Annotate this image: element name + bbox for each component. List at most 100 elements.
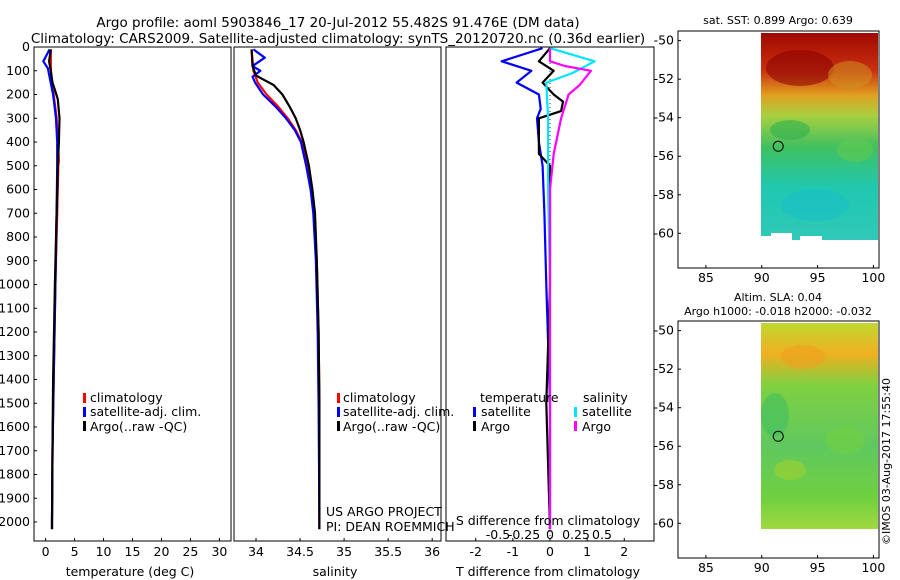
sst-map-title: sat. SST: 0.899 Argo: 0.639 — [703, 14, 853, 27]
depth-tick-label: 600 — [6, 182, 30, 197]
s-difference-tick-label: -0.25 — [508, 527, 540, 542]
x-tick-label: 30 — [211, 544, 227, 559]
salinity-panel-frame — [233, 46, 442, 542]
depth-tick-label: 100 — [6, 63, 30, 78]
legend-swatch-argo — [83, 421, 86, 431]
temperature-legend: climatology satellite-adj. clim. Argo(..… — [83, 390, 201, 434]
x-tick-label: 20 — [154, 544, 170, 559]
series-line-argo-raw-qc — [47, 49, 61, 530]
sla-high-patch — [781, 345, 825, 369]
map-x-tick-label: 85 — [698, 560, 714, 575]
s-difference-tick-label: 0 — [546, 527, 554, 542]
legend-swatch-sal-satellite — [574, 407, 577, 417]
x-tick-label: 5 — [71, 544, 79, 559]
sst-cold-patch — [781, 189, 849, 221]
depth-tick-label: 700 — [6, 205, 30, 220]
x-tick-label: 15 — [125, 544, 141, 559]
legend-swatch-sal-argo — [574, 421, 577, 431]
difference-series — [500, 47, 596, 530]
x-tick-label: 34 — [248, 544, 264, 559]
depth-tick-label: 1600 — [0, 419, 30, 434]
sla-map-axes: 85 90 95 100 -50 -52 -54 -56 -58 -60 — [654, 323, 886, 575]
project-annotation: US ARGO PROJECT — [326, 504, 442, 519]
depth-tick-label: 1100 — [0, 300, 30, 315]
legend-label-temp-satellite: satellite — [481, 404, 531, 419]
x-tick-label: 25 — [182, 544, 198, 559]
map-y-tick-label: -60 — [654, 515, 674, 530]
sst-warm-patch — [828, 61, 872, 89]
sst-profile-marker — [772, 140, 784, 152]
legend-swatch-climatology — [337, 393, 340, 403]
t-difference-x-axis: -2 -1 0 1 2 — [469, 538, 628, 559]
map-x-tick-label: 90 — [754, 270, 770, 285]
depth-tick-label: 800 — [6, 229, 30, 244]
x-tick-label: -1 — [507, 544, 519, 559]
t-difference-xlabel: T difference from climatology — [455, 564, 641, 579]
map-y-tick-label: -56 — [654, 148, 674, 163]
temperature-series — [42, 48, 61, 530]
legend-title-salinity: salinity — [583, 390, 628, 405]
depth-tick-label: 0 — [22, 39, 30, 54]
header-line-2: Climatology: CARS2009. Satellite-adjuste… — [31, 31, 645, 47]
map-y-tick-label: -50 — [654, 33, 674, 48]
salinity-x-axis: 34 34.5 35 35.5 36 — [248, 538, 440, 559]
depth-tick-label: 1200 — [0, 324, 30, 339]
map-y-tick-label: -54 — [654, 110, 674, 125]
series-line-climatology — [250, 49, 321, 530]
sst-warm-patch — [766, 50, 834, 86]
legend-title-temperature: temperature — [480, 390, 559, 405]
depth-tick-label: 1000 — [0, 277, 30, 292]
map-x-tick-label: 100 — [861, 560, 885, 575]
depth-tick-label: 1900 — [0, 490, 30, 505]
salinity-series — [250, 48, 321, 530]
depth-tick-label: 300 — [6, 110, 30, 125]
x-tick-label: -2 — [469, 544, 481, 559]
x-tick-label: 34.5 — [286, 544, 314, 559]
legend-label-sal-satellite: satellite — [582, 404, 632, 419]
temperature-xlabel: temperature (deg C) — [66, 564, 195, 579]
sla-map-title-2: Argo h1000: -0.018 h2000: -0.032 — [684, 305, 872, 318]
map-y-tick-label: -60 — [654, 225, 674, 240]
s-difference-tick-label: 0.25 — [562, 527, 590, 542]
sst-mid-patch — [837, 138, 873, 162]
map-x-tick-label: 95 — [810, 560, 826, 575]
legend-swatch-satellite — [83, 407, 86, 417]
sst-map-field — [761, 33, 878, 240]
x-tick-label: 1 — [583, 544, 591, 559]
depth-tick-label: 1300 — [0, 348, 30, 363]
sla-map-title-1: Altim. SLA: 0.04 — [734, 291, 822, 304]
x-tick-label: 36 — [424, 544, 440, 559]
map-y-tick-label: -52 — [654, 71, 674, 86]
salinity-legend: climatology satellite-adj. clim. Argo(..… — [337, 390, 454, 434]
x-tick-label: 0 — [42, 544, 50, 559]
legend-label-sal-argo: Argo — [582, 419, 611, 434]
depth-tick-label: 200 — [6, 87, 30, 102]
map-y-tick-label: -52 — [654, 361, 674, 376]
map-x-tick-label: 85 — [698, 270, 714, 285]
depth-tick-label: 2000 — [0, 514, 30, 529]
x-tick-label: 35.5 — [374, 544, 402, 559]
temperature-panel-frame — [33, 46, 232, 542]
legend-label-satellite: satellite-adj. clim. — [343, 404, 454, 419]
s-difference-xlabel: S difference from climatology — [456, 513, 641, 528]
sst-map-axes: 85 90 95 100 -50 -52 -54 -56 -58 -60 — [654, 33, 886, 285]
legend-label-satellite: satellite-adj. clim. — [90, 404, 201, 419]
legend-label-argo: Argo(..raw -QC) — [343, 419, 440, 434]
sla-mid-patch — [774, 460, 806, 480]
map-y-tick-label: -58 — [654, 477, 674, 492]
s-difference-tick-label: -0.5 — [486, 527, 510, 542]
map-x-tick-label: 100 — [861, 270, 885, 285]
map-x-tick-label: 95 — [810, 270, 826, 285]
map-y-tick-label: -50 — [654, 323, 674, 338]
x-tick-label: 0 — [546, 544, 554, 559]
s-difference-tick-label: 0.5 — [592, 527, 612, 542]
series-line-argo-raw-qc — [250, 49, 321, 530]
legend-swatch-climatology — [83, 393, 86, 403]
temperature-x-axis: 0 5 10 15 20 25 30 — [42, 538, 227, 559]
legend-swatch-argo — [337, 421, 340, 431]
map-x-tick-label: 90 — [754, 560, 770, 575]
sst-mid-patch — [770, 120, 810, 140]
series-line-salinity-argo — [548, 48, 593, 530]
x-tick-label: 10 — [96, 544, 112, 559]
